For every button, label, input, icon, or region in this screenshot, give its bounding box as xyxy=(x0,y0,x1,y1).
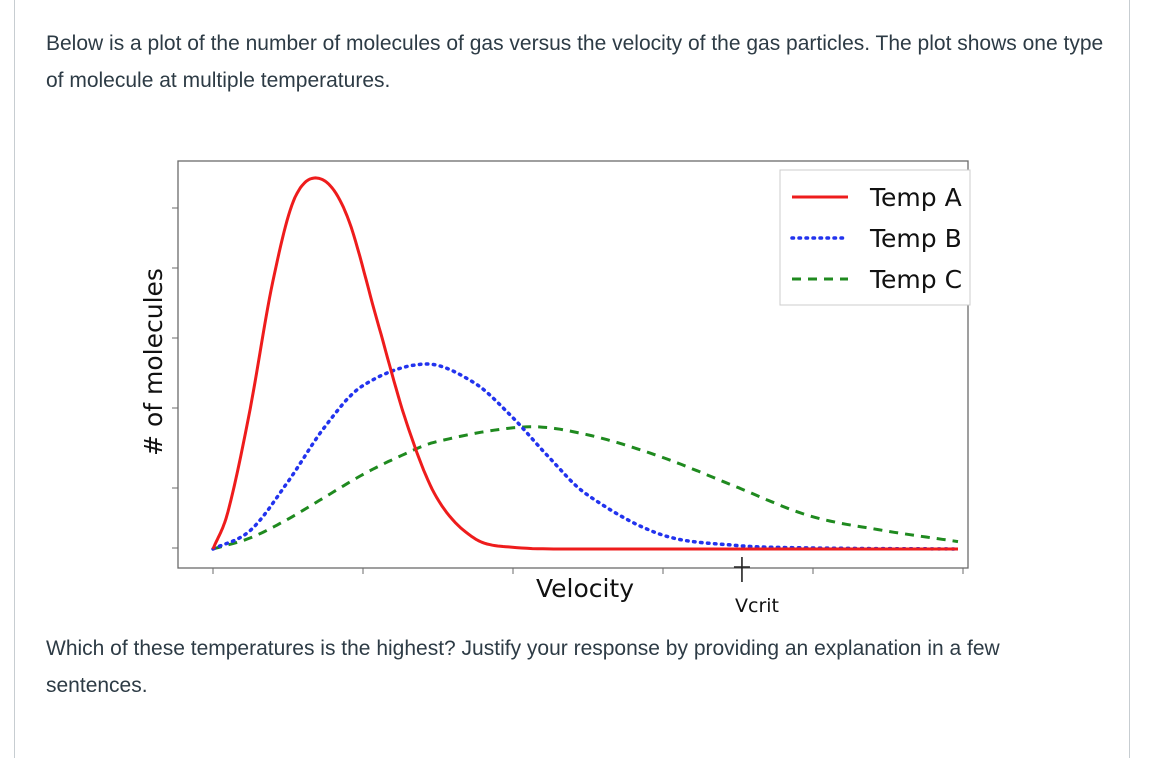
axis-ticks xyxy=(172,207,964,574)
legend-label-temp-c: Temp C xyxy=(869,265,962,294)
question-prompt-text: Which of these temperatures is the highe… xyxy=(46,637,1000,697)
curve-temp-a xyxy=(211,176,958,551)
speed-distribution-figure: Temp A Temp B Temp C Vcrit Velocity # of… xyxy=(120,150,1020,620)
curve-temp-c xyxy=(212,425,959,551)
distribution-chart: Temp A Temp B Temp C Vcrit Velocity # of… xyxy=(139,160,971,617)
curve-layer xyxy=(211,176,960,551)
legend-label-temp-a: Temp A xyxy=(869,183,962,212)
curve-temp-b xyxy=(211,362,960,551)
x-axis-label: Velocity xyxy=(536,574,634,603)
y-axis-label: # of molecules xyxy=(139,268,168,456)
legend: Temp A Temp B Temp C xyxy=(779,169,971,306)
vcrit-label: Vcrit xyxy=(735,595,779,617)
legend-label-temp-b: Temp B xyxy=(869,224,962,253)
question-intro-text: Below is a plot of the number of molecul… xyxy=(46,32,1104,92)
